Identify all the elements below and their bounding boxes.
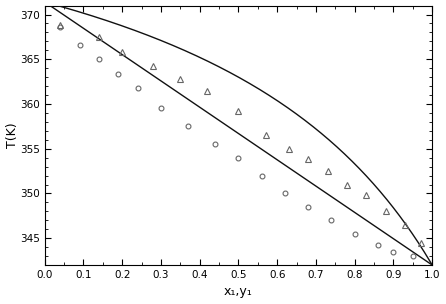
X-axis label: x₁,y₁: x₁,y₁ [224,285,253,299]
Y-axis label: T(K): T(K) [5,123,19,148]
